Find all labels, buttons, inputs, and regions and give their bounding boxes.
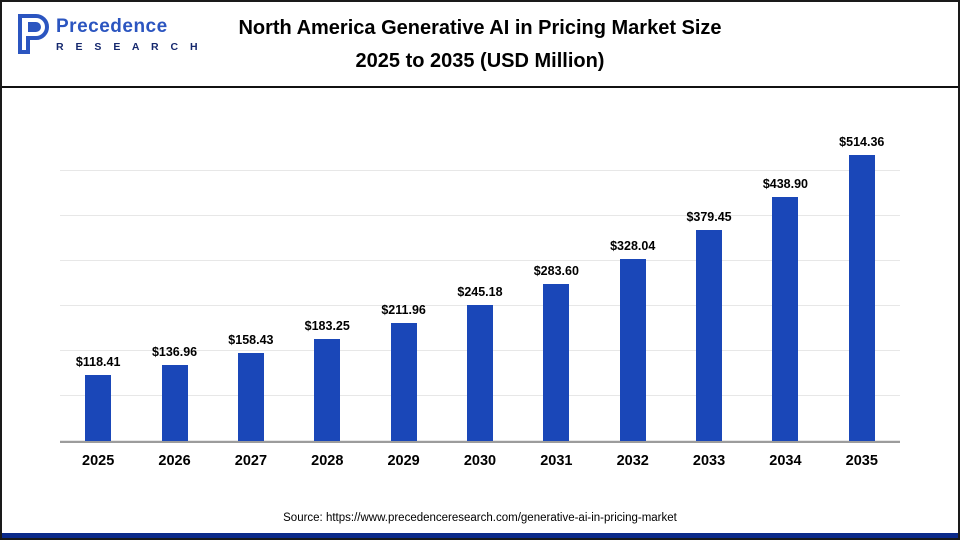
x-axis-label: 2030 <box>463 453 497 469</box>
x-axis-label: 2031 <box>540 453 573 469</box>
bar <box>237 353 264 441</box>
logo-name: Precedence <box>56 16 168 37</box>
x-axis-label: 2035 <box>845 453 878 469</box>
chart-title-line2: 2025 to 2035 (USD Million) <box>355 50 605 72</box>
bottom-accent-strip <box>2 533 958 538</box>
bar-value-label: $158.43 <box>228 333 274 348</box>
bar-value-label: $245.18 <box>457 284 503 299</box>
x-axis-label: 2027 <box>234 453 268 469</box>
plot-area: $118.41 $136.96 $158.43 $183.25 $211.96 $245.… <box>60 130 900 443</box>
x-axis-label: 2028 <box>311 453 344 469</box>
bar-value-label: $328.04 <box>610 238 656 253</box>
bar-column: $158.43 <box>213 130 289 441</box>
bar <box>772 197 799 441</box>
bar <box>390 323 417 441</box>
bar <box>161 364 188 441</box>
x-axis-label: 2034 <box>769 453 802 469</box>
bar-value-label: $136.96 <box>151 344 198 359</box>
bar <box>314 339 341 441</box>
x-axis-label: 2029 <box>387 453 420 469</box>
header: Precedence R E S E A R C H North America… <box>2 2 958 88</box>
precedence-research-logo: Precedence R E S E A R C H <box>16 14 202 54</box>
bar-column: $136.96 <box>136 130 212 441</box>
bar-column: $183.25 <box>289 130 365 441</box>
x-axis-labels: 2025 2026 2027 2028 2029 2030 2031 2032 2033 2034… <box>60 453 900 469</box>
bar-value-label: $514.36 <box>839 135 885 150</box>
logo-p-icon <box>18 14 49 54</box>
bar-column: $211.96 <box>365 130 441 441</box>
bar-column: $438.90 <box>747 130 823 441</box>
bar <box>543 283 570 441</box>
logo-subtitle: R E S E A R C H <box>56 41 203 53</box>
bar <box>466 304 493 441</box>
bar-chart: $118.41 $136.96 $158.43 $183.25 $211.96 $245.… <box>60 130 900 469</box>
x-axis-label: 2025 <box>82 453 115 469</box>
bar <box>696 230 723 441</box>
bar-column: $514.36 <box>824 130 900 441</box>
bar-column: $379.45 <box>671 130 747 441</box>
bar-column: $283.60 <box>518 130 594 441</box>
source-text: Source: https://www.precedenceresearch.c… <box>283 512 677 524</box>
x-axis-label: 2026 <box>158 453 191 469</box>
bar-value-label: $211.96 <box>381 303 426 318</box>
x-axis-label: 2032 <box>616 453 649 469</box>
bar <box>85 375 112 441</box>
bar-column: $328.04 <box>595 130 671 441</box>
bar-value-label: $379.45 <box>686 210 732 225</box>
bar-value-label: $183.25 <box>304 319 350 334</box>
bar <box>848 155 875 441</box>
bar-column: $118.41 <box>60 130 136 441</box>
bar-value-label: $283.60 <box>533 263 579 278</box>
chart-title: North America Generative AI in Pricing M… <box>2 12 958 78</box>
bar-column: $245.18 <box>442 130 518 441</box>
bar-value-label: $118.41 <box>75 355 121 370</box>
x-axis-label: 2033 <box>692 453 726 469</box>
bar-value-label: $438.90 <box>762 177 808 192</box>
logo-text: Precedence R E S E A R C H <box>56 16 202 53</box>
bar <box>619 258 646 441</box>
chart-title-line1: North America Generative AI in Pricing M… <box>238 17 722 39</box>
